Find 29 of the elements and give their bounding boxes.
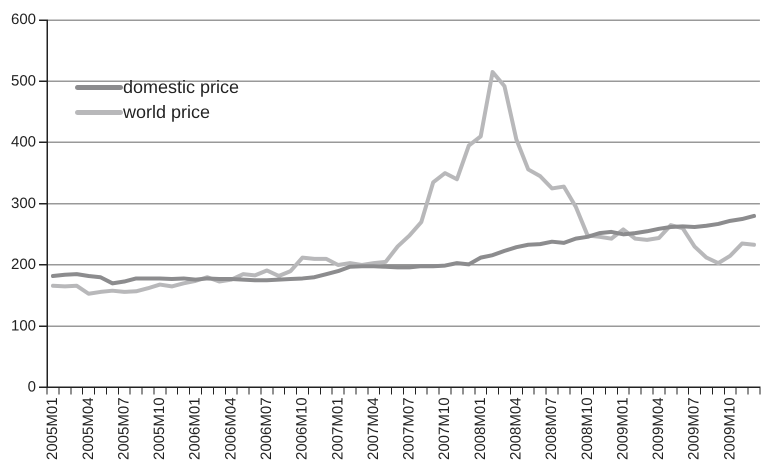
x-tick-label: 2008M07 xyxy=(543,397,560,460)
x-tick-label: 2005M04 xyxy=(80,397,97,460)
x-tick-label: 2009M10 xyxy=(721,397,738,460)
x-tick-label: 2006M07 xyxy=(258,397,275,460)
x-tick-label: 2007M04 xyxy=(364,397,382,460)
x-tick-label: 2005M07 xyxy=(115,397,132,460)
x-tick-label: 2006M04 xyxy=(222,397,240,460)
y-tick-label: 500 xyxy=(10,72,36,90)
x-tick-label: 2005M10 xyxy=(151,397,168,460)
x-tick-label: 2009M04 xyxy=(650,397,668,460)
y-tick-label: 400 xyxy=(10,134,36,151)
legend-label: domestic price xyxy=(123,76,240,99)
y-tick-label: 300 xyxy=(10,194,36,212)
x-tick-label: 2007M01 xyxy=(329,397,346,460)
x-tick-label: 2009M01 xyxy=(614,397,632,460)
x-tick-label: 2005M01 xyxy=(44,397,62,460)
x-tick-label: 2008M10 xyxy=(578,397,596,460)
y-tick-label: 200 xyxy=(10,256,36,274)
x-tick-label: 2006M01 xyxy=(186,397,204,460)
x-tick-label: 2007M07 xyxy=(400,397,418,460)
x-tick-label: 2006M10 xyxy=(294,397,311,460)
y-tick-label: 600 xyxy=(10,11,36,28)
x-tick-label: 2009M07 xyxy=(686,397,703,460)
legend-label: world price xyxy=(123,101,210,124)
x-tick-label: 2008M01 xyxy=(472,397,489,460)
x-tick-label: 2008M04 xyxy=(507,397,524,460)
y-tick-label: 100 xyxy=(10,317,36,334)
x-tick-label: 2007M10 xyxy=(436,397,454,460)
y-tick-label: 0 xyxy=(28,378,36,396)
